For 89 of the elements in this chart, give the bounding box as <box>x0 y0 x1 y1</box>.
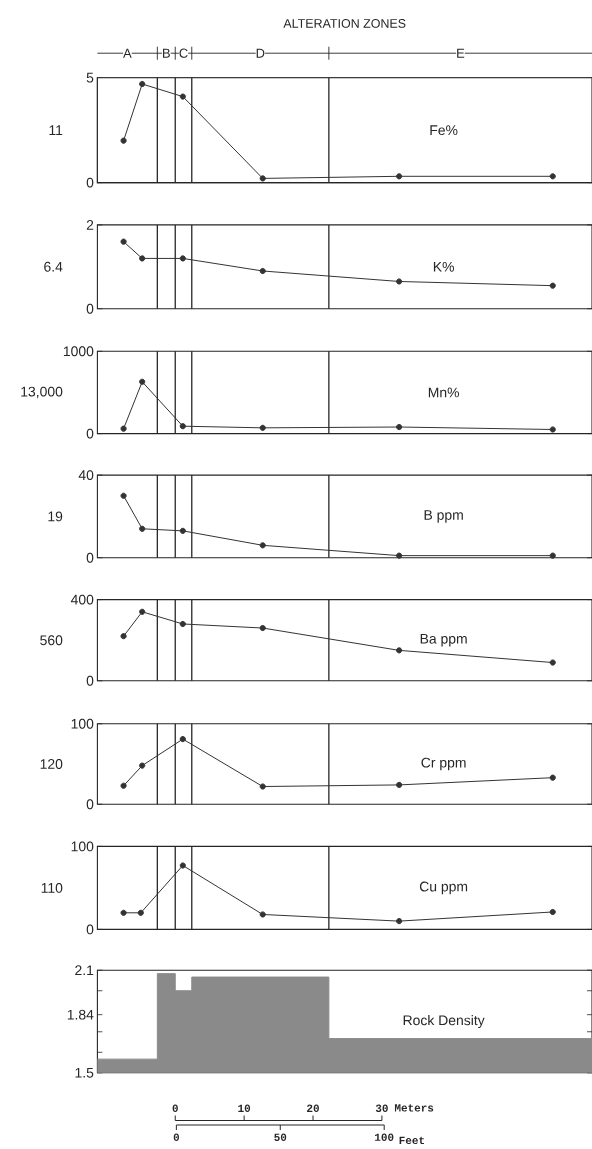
point <box>396 278 403 285</box>
point <box>179 620 186 628</box>
y-tick-label: 0 <box>86 303 94 314</box>
point <box>179 736 186 743</box>
point <box>259 267 266 275</box>
point <box>120 909 127 916</box>
text: 11 <box>49 125 63 135</box>
y-tick-label: 0 <box>86 924 94 935</box>
y-tick-label: 100 <box>71 841 94 852</box>
y-axis-title: Mn% <box>428 387 460 398</box>
point <box>396 918 403 925</box>
y-tick-label: 0 <box>86 177 94 188</box>
point <box>179 423 186 430</box>
point <box>396 647 403 654</box>
point <box>139 608 146 615</box>
text: 19 <box>48 511 63 522</box>
point <box>179 862 186 869</box>
point <box>120 492 127 499</box>
y-tick-label: 40 <box>78 470 94 481</box>
x2-tick-label: 100 <box>375 1133 394 1141</box>
x2-tick-label: 0 <box>173 1133 180 1141</box>
text: 560 <box>40 635 63 646</box>
point <box>120 633 127 640</box>
y-axis-title: Rock Density <box>403 1015 485 1029</box>
band-label: C <box>179 48 188 58</box>
text: 110 <box>41 882 63 893</box>
text: 120 <box>40 759 63 769</box>
text: 13,000 <box>21 386 63 399</box>
y-axis-title: Ba ppm <box>420 633 467 647</box>
point <box>259 542 266 549</box>
y-axis-title: Fe% <box>430 125 458 136</box>
point <box>179 255 186 262</box>
point <box>396 423 403 431</box>
point <box>120 137 127 144</box>
x2-axis-title: Feet <box>399 1136 424 1145</box>
y-tick-label: 2.1 <box>75 965 94 976</box>
point <box>396 552 403 559</box>
x-axis-title: Meters <box>394 1104 434 1112</box>
point <box>120 238 127 245</box>
point <box>139 762 146 769</box>
text: 6.4 <box>44 261 63 272</box>
y-tick-label: 5 <box>86 72 94 83</box>
point <box>549 659 556 666</box>
x-tick-label: 20 <box>307 1104 319 1112</box>
point <box>139 378 146 385</box>
y-axis-title: Cr ppm <box>421 757 466 771</box>
x-tick-label: 0 <box>172 1104 178 1112</box>
point <box>120 425 127 432</box>
point <box>137 909 144 916</box>
y-tick-label: 0 <box>86 799 94 810</box>
y-axis-title: B ppm <box>424 510 463 523</box>
point <box>139 255 146 262</box>
point <box>139 80 146 88</box>
point <box>179 527 186 534</box>
x-tick-label: 10 <box>238 1104 251 1112</box>
y-tick-label: 400 <box>70 594 94 605</box>
band-label: A <box>123 48 132 58</box>
point <box>549 552 556 559</box>
y-tick-label: 1.84 <box>67 1009 94 1020</box>
point <box>549 426 556 433</box>
point <box>179 93 186 100</box>
x2-tick-label: 50 <box>274 1133 287 1141</box>
point <box>396 173 403 180</box>
y-tick-label: 2 <box>86 220 94 230</box>
y-tick-label: 1000 <box>63 346 94 357</box>
point <box>259 175 266 182</box>
y-axis-title: Cu ppm <box>419 881 468 895</box>
point <box>120 782 127 789</box>
point <box>549 173 556 180</box>
point <box>259 624 266 632</box>
y-tick-label: 100 <box>71 718 94 729</box>
point <box>549 774 556 781</box>
point <box>396 781 403 788</box>
band-label: E <box>457 48 465 58</box>
point <box>549 282 556 289</box>
band-label: D <box>256 48 265 58</box>
chart-title: ALTERATION ZONES <box>283 19 406 28</box>
y-tick-label: 0 <box>86 428 94 439</box>
y-axis-title: K% <box>433 261 454 272</box>
y-tick-label: 0 <box>86 675 94 686</box>
y-tick-label: 1.5 <box>75 1067 94 1078</box>
point <box>549 908 556 916</box>
band-label: B <box>163 48 170 58</box>
point <box>259 783 266 790</box>
y-tick-label: 0 <box>86 552 94 563</box>
point <box>139 525 146 532</box>
x-tick-label: 30 <box>375 1104 388 1112</box>
point <box>259 911 266 918</box>
point <box>259 424 266 431</box>
